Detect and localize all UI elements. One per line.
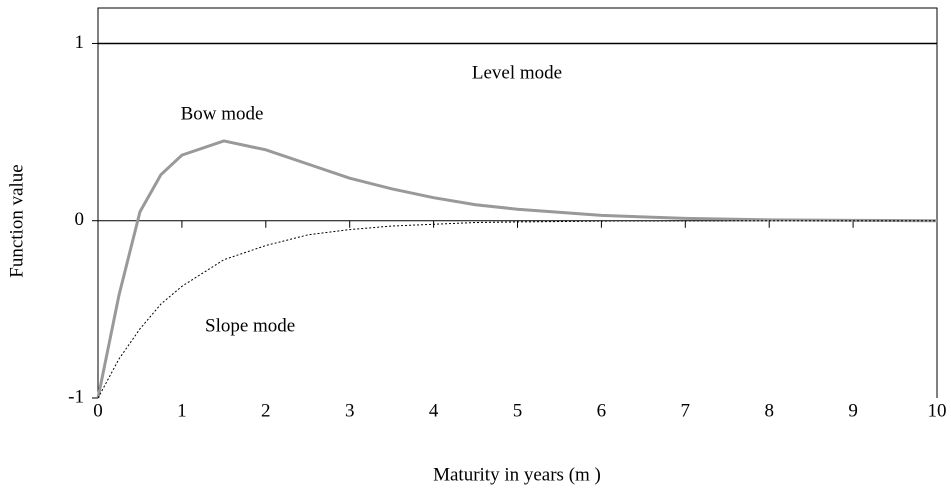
x-tick-label: 2 bbox=[261, 400, 271, 421]
y-tick-label: 1 bbox=[75, 32, 85, 53]
x-tick-label: 9 bbox=[848, 400, 858, 421]
x-tick-label: 5 bbox=[513, 400, 523, 421]
x-tick-label: 0 bbox=[93, 400, 103, 421]
y-tick-label: 0 bbox=[75, 209, 85, 230]
plot-frame bbox=[97, 7, 938, 398]
series-line bbox=[96, 139, 938, 399]
series-label: Level mode bbox=[472, 62, 562, 83]
series-label: Bow mode bbox=[181, 103, 264, 124]
series-line bbox=[97, 220, 937, 399]
x-tick-label: 10 bbox=[928, 400, 947, 421]
x-axis-title: Maturity in years (m ) bbox=[433, 464, 601, 485]
x-tick-label: 1 bbox=[177, 400, 187, 421]
x-tick-label: 6 bbox=[597, 400, 607, 421]
y-axis-title: Function value bbox=[6, 164, 27, 277]
y-tick-label: -1 bbox=[68, 386, 84, 407]
x-tick-label: 4 bbox=[429, 400, 439, 421]
x-tick-label: 8 bbox=[764, 400, 774, 421]
series-label: Slope mode bbox=[205, 315, 295, 336]
x-tick-label: 3 bbox=[345, 400, 355, 421]
x-tick-label: 7 bbox=[681, 400, 691, 421]
